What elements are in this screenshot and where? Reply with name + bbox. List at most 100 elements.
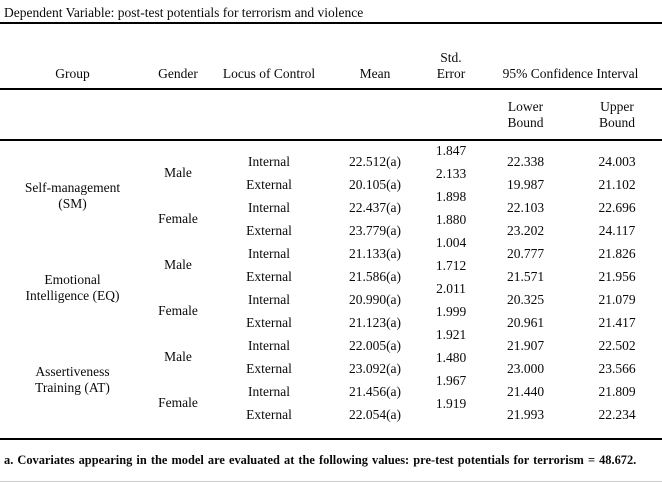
std-error-value: 1.921 [435, 326, 467, 342]
column-header-upper-bound: Upper Bound [572, 89, 662, 141]
mean-cell: 22.054(a) [348, 406, 402, 422]
column-header-lower-bound: Lower Bound [479, 89, 572, 141]
std-error-cell: 1.712 [423, 258, 479, 288]
gender-cell: Male [164, 257, 192, 272]
mean-cell: 21.123(a) [348, 314, 402, 330]
locus-cell: Internal [248, 291, 290, 307]
header-spacer-cell [0, 89, 479, 141]
locus-cell: Internal [248, 199, 290, 215]
std-error-cell: 2.011 [423, 281, 479, 311]
std-error-value: 1.880 [435, 211, 467, 227]
table-row: Assertiveness Training (AT) Male Interna… [0, 327, 662, 396]
std-error-value: 2.011 [436, 280, 466, 296]
upper-bound-cell: 21.102 [598, 176, 636, 192]
spacer-row [0, 140, 662, 150]
gender-cell: Female [158, 395, 198, 410]
gender-cell: Male [164, 349, 192, 364]
locus-cell: Internal [248, 383, 290, 399]
locus-cell: Internal [248, 153, 290, 169]
upper-bound-cell: 21.826 [598, 245, 636, 261]
table-row: External 21.123(a) 1.999 20.961 21.417 [0, 304, 662, 334]
lower-bound-cell: 22.103 [506, 199, 545, 215]
mean-cell: 23.092(a) [348, 360, 402, 376]
bottom-edge-rule [0, 481, 662, 482]
lower-bound-cell: 20.961 [506, 314, 545, 330]
upper-bound-cell: 21.956 [598, 268, 636, 284]
upper-bound-cell: 24.117 [598, 222, 636, 238]
lower-bound-cell: 21.440 [506, 383, 545, 399]
mean-cell: 23.779(a) [348, 222, 402, 238]
group-cell: Self-management (SM) [24, 180, 121, 211]
lower-bound-cell: 20.777 [506, 245, 545, 261]
table-row: External 20.105(a) 2.133 19.987 21.102 [0, 166, 662, 196]
table-row: External 23.779(a) 1.880 23.202 24.117 [0, 212, 662, 242]
std-error-value: 1.919 [435, 395, 467, 411]
std-error-value: 1.847 [435, 142, 467, 158]
std-error-value: 1.999 [435, 303, 467, 319]
mean-cell: 20.105(a) [348, 176, 402, 192]
mean-cell: 20.990(a) [348, 291, 402, 307]
std-error-value: 2.133 [435, 165, 467, 181]
lower-bound-cell: 19.987 [506, 176, 545, 192]
column-header-locus-of-control: Locus of Control [211, 24, 327, 90]
spacer-row [0, 426, 662, 440]
column-header-std-error: Std. Error [423, 24, 479, 90]
column-header-mean: Mean [327, 24, 423, 90]
lower-bound-cell: 21.907 [506, 337, 545, 353]
locus-cell: Internal [248, 245, 290, 261]
std-error-cell: 1.967 [423, 373, 479, 403]
std-error-cell: 1.880 [423, 212, 479, 242]
table-row: External 21.586(a) 1.712 21.571 21.956 [0, 258, 662, 288]
lower-bound-cell: 21.571 [506, 268, 545, 284]
table-row: External 22.054(a) 1.919 21.993 22.234 [0, 396, 662, 426]
dependent-variable-caption: Dependent Variable: post-test potentials… [0, 0, 662, 24]
mean-cell: 22.005(a) [348, 337, 402, 353]
table-row: Female Internal 22.437(a) 1.898 22.103 2… [0, 189, 662, 227]
std-error-value: 1.898 [435, 188, 467, 204]
upper-bound-cell: 24.003 [598, 153, 636, 169]
lower-bound-cell: 22.338 [506, 153, 545, 169]
lower-bound-cell: 20.325 [506, 291, 545, 307]
header-row-bounds: Lower Bound Upper Bound [0, 89, 662, 141]
column-header-group: Group [0, 24, 145, 90]
std-error-cell: 1.999 [423, 304, 479, 334]
group-cell: Assertiveness Training (AT) [35, 364, 110, 395]
locus-cell: Internal [248, 337, 290, 353]
estimates-table: Group Gender Locus of Control Mean Std. … [0, 24, 662, 440]
upper-bound-cell: 22.234 [598, 406, 636, 422]
mean-cell: 22.437(a) [348, 199, 402, 215]
lower-bound-cell: 23.202 [506, 222, 545, 238]
table-row: Female Internal 20.990(a) 2.011 20.325 2… [0, 281, 662, 319]
std-error-cell: 1.919 [423, 396, 479, 426]
locus-cell: External [246, 176, 292, 192]
std-error-value: 1.967 [435, 372, 467, 388]
upper-bound-cell: 22.502 [598, 337, 636, 353]
upper-bound-cell: 22.696 [598, 199, 636, 215]
upper-bound-cell: 21.417 [598, 314, 636, 330]
column-header-gender: Gender [145, 24, 211, 90]
locus-cell: External [246, 314, 292, 330]
locus-cell: External [246, 360, 292, 376]
std-error-cell: 1.898 [423, 189, 479, 219]
lower-bound-cell: 23.000 [506, 360, 545, 376]
mean-cell: 21.133(a) [348, 245, 402, 261]
std-error-value: 1.712 [435, 257, 467, 273]
std-error-cell: 1.847 [423, 143, 479, 173]
mean-cell: 21.586(a) [348, 268, 402, 284]
gender-cell: Male [164, 165, 192, 180]
upper-bound-cell: 23.566 [598, 360, 636, 376]
table-row: Emotional Intelligence (EQ) Male Interna… [0, 235, 662, 304]
mean-cell: 22.512(a) [348, 153, 402, 169]
table-row: External 23.092(a) 1.480 23.000 23.566 [0, 350, 662, 380]
locus-cell: External [246, 222, 292, 238]
lower-bound-cell: 21.993 [506, 406, 545, 422]
upper-bound-cell: 21.809 [598, 383, 636, 399]
column-header-confidence-interval: 95% Confidence Interval [479, 24, 662, 90]
table-row: Self-management (SM) Male Internal 22.51… [0, 143, 662, 212]
footnote-a: a. Covariates appearing in the model are… [4, 453, 637, 467]
std-error-value: 1.480 [435, 349, 467, 365]
std-error-value: 1.004 [435, 234, 467, 250]
std-error-cell: 1.921 [423, 327, 479, 357]
mean-cell: 21.456(a) [348, 383, 402, 399]
